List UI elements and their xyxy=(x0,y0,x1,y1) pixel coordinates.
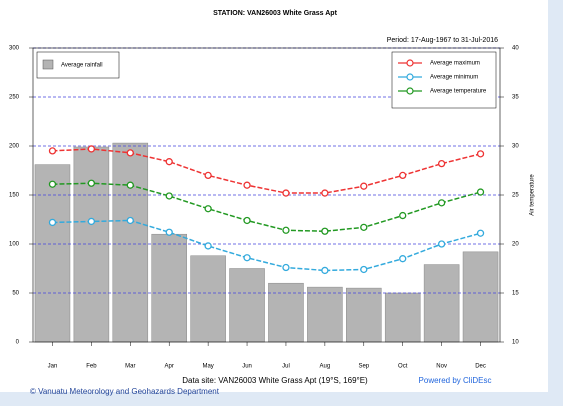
point xyxy=(243,216,251,225)
bar xyxy=(307,286,343,343)
point xyxy=(204,242,212,250)
x-tick-label: Jan xyxy=(48,364,58,370)
x-tick-label: Mar xyxy=(125,364,135,370)
point xyxy=(360,265,368,274)
point xyxy=(126,181,134,189)
point xyxy=(476,188,485,196)
point xyxy=(282,226,290,234)
point xyxy=(437,159,446,168)
legend-label: Average temperature xyxy=(430,89,487,95)
point xyxy=(399,171,407,180)
x-tick-label: Feb xyxy=(86,364,97,370)
x-tick-label: Jun xyxy=(242,364,252,370)
point xyxy=(87,179,96,187)
y-tick-label: 300 xyxy=(9,46,20,52)
y2-tick-label: 20 xyxy=(512,242,519,248)
point xyxy=(321,227,329,235)
bar xyxy=(423,264,460,343)
point xyxy=(165,192,173,200)
point xyxy=(321,266,329,275)
line-series xyxy=(52,219,481,272)
x-tick-label: Aug xyxy=(320,364,331,370)
bar xyxy=(112,142,149,343)
point xyxy=(126,216,134,225)
point xyxy=(282,263,290,272)
y2-tick-label: 35 xyxy=(512,95,519,101)
point xyxy=(243,181,251,189)
x-tick-label: Jul xyxy=(282,364,290,370)
y2-tick-label: 40 xyxy=(512,46,519,52)
point xyxy=(360,223,368,231)
y-tick-label: 0 xyxy=(16,340,20,346)
y-tick-label: 150 xyxy=(9,193,20,199)
y2-tick-label: 15 xyxy=(512,291,519,297)
point xyxy=(48,218,57,227)
legend-label: Average rainfall xyxy=(61,63,103,69)
x-tick-label: Oct xyxy=(398,364,408,370)
bar xyxy=(384,292,421,343)
legend-label: Average minimum xyxy=(430,75,478,81)
y-tick-label: 50 xyxy=(12,291,19,297)
point xyxy=(476,150,485,158)
bar xyxy=(151,233,187,343)
subtitle: Period: 17-Aug-1967 to 31-Jul-2016 xyxy=(387,37,498,44)
point xyxy=(360,182,368,190)
point xyxy=(204,205,212,213)
point xyxy=(399,255,407,263)
point xyxy=(87,145,96,153)
bar xyxy=(268,282,304,343)
line-series xyxy=(52,182,481,233)
chart-title: STATION: VAN26003 White Grass Apt xyxy=(213,10,337,17)
y2-tick-label: 30 xyxy=(512,144,519,150)
legend-marker xyxy=(406,59,414,67)
point xyxy=(165,228,173,236)
credit-link[interactable]: Powered by CliDEsc xyxy=(419,376,492,385)
bar xyxy=(34,164,71,343)
y2-axis-label: Air temperature xyxy=(530,174,536,216)
y-tick-label: 200 xyxy=(9,144,20,150)
point xyxy=(321,189,329,197)
x-tick-label: Apr xyxy=(165,364,174,370)
point xyxy=(282,189,290,197)
bar xyxy=(229,268,265,343)
bar xyxy=(190,255,226,343)
point xyxy=(243,254,251,262)
legend-swatch xyxy=(42,59,54,70)
legend-marker xyxy=(406,87,414,95)
point xyxy=(476,229,485,237)
x-tick-label: Sep xyxy=(358,364,369,370)
point xyxy=(48,147,57,155)
copyright: © Vanuatu Meteorology and Geohazards Dep… xyxy=(30,387,220,396)
y-tick-label: 100 xyxy=(9,242,20,248)
point xyxy=(126,149,134,157)
point xyxy=(48,180,57,188)
x-tick-label: May xyxy=(202,364,213,370)
y-tick-label: 250 xyxy=(9,95,20,101)
point xyxy=(437,199,446,207)
point xyxy=(87,217,96,226)
line-series xyxy=(52,148,481,194)
legend-label: Average maximum xyxy=(430,61,480,67)
y2-tick-label: 10 xyxy=(512,340,519,346)
x-tick-label: Nov xyxy=(436,364,447,370)
footer: Data site: VAN26003 White Grass Apt (19°… xyxy=(182,376,368,385)
point xyxy=(437,240,446,248)
point xyxy=(165,158,173,166)
y2-tick-label: 25 xyxy=(512,193,519,199)
bar xyxy=(462,251,499,343)
bar xyxy=(346,287,382,343)
legend-marker xyxy=(406,73,414,81)
point xyxy=(204,171,212,180)
x-tick-label: Dec xyxy=(475,364,486,370)
point xyxy=(399,211,407,220)
bar xyxy=(73,146,110,343)
plot-frame xyxy=(32,47,501,343)
